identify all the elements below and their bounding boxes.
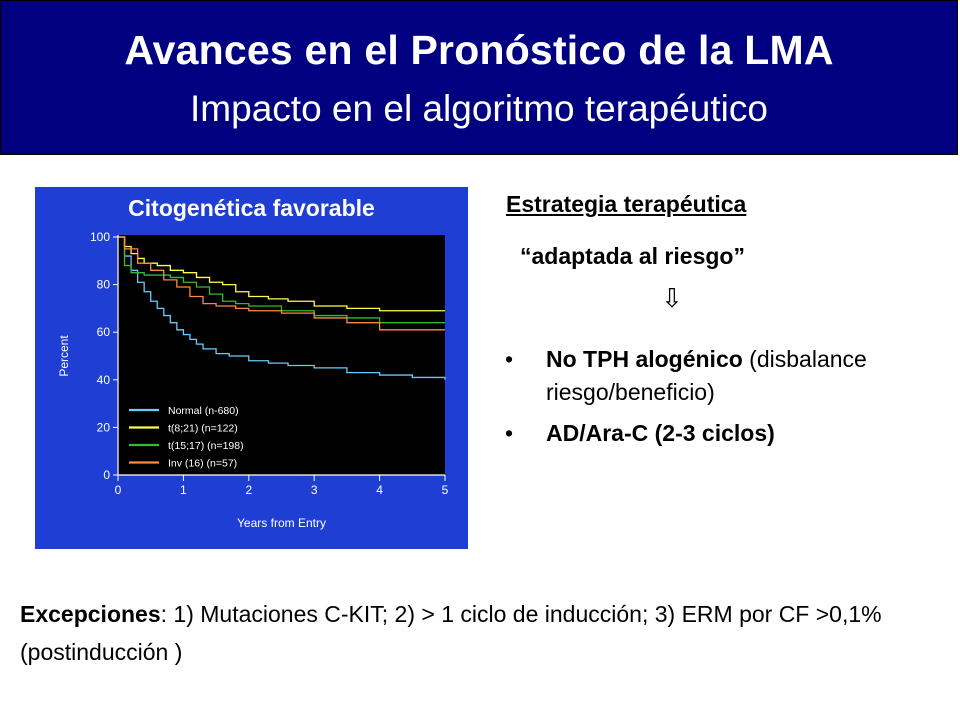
y-axis-label: Percent xyxy=(57,335,71,377)
down-arrow-icon: ⇩ xyxy=(661,284,683,314)
series-line-4 xyxy=(118,236,445,331)
chart-title: Citogenética favorable xyxy=(128,195,375,221)
x-axis-label: Years from Entry xyxy=(237,516,326,530)
series-line-1 xyxy=(118,236,446,380)
y-tick-label: 40 xyxy=(97,373,111,387)
bullet-bold-text: No TPH alogénico xyxy=(546,346,743,372)
chart-panel: Citogenética favorable 0 20 40 60 80 100 0 1 2 3 4… xyxy=(35,187,468,549)
bullet-text: (disbalance riesgo/beneficio) xyxy=(546,346,867,405)
x-tick-label: 3 xyxy=(311,483,318,497)
slide-header: Avances en el Pronóstico de la LMA Impac… xyxy=(0,0,958,155)
survival-chart: 0 20 40 60 80 100 0 1 2 3 4 5 Years from Entry Percen… xyxy=(57,230,449,530)
y-tick-label: 20 xyxy=(97,420,111,434)
x-tick-label: 0 xyxy=(115,483,122,497)
x-tick-label: 4 xyxy=(376,483,383,497)
legend-label: Inv (16) (n=57) xyxy=(168,458,237,470)
x-tick-label: 5 xyxy=(442,483,449,497)
bullet-dot-icon: • xyxy=(505,420,514,446)
y-tick-label: 80 xyxy=(97,278,111,292)
strategy-heading: Estrategia terapéutica xyxy=(506,191,747,217)
exceptions-note: Excepciones: 1) Mutaciones C-KIT; 2) > 1… xyxy=(20,595,945,671)
exceptions-text: : 1) Mutaciones C-KIT; 2) > 1 ciclo de i… xyxy=(20,601,882,665)
y-tick-label: 60 xyxy=(97,325,111,339)
legend-label: t(8;21) (n=122) xyxy=(168,423,238,435)
y-tick-label: 0 xyxy=(103,468,110,482)
legend-label: Normal (n-680) xyxy=(168,405,239,417)
bullet-item: • No TPH alogénico (disbalance riesgo/be… xyxy=(505,343,925,409)
strategy-subheading: “adaptada al riesgo” xyxy=(520,243,745,269)
slide-subtitle: Impacto en el algoritmo terapéutico xyxy=(190,88,768,129)
legend-label: t(15;17) (n=198) xyxy=(168,440,244,452)
bullet-bold-text: AD/Ara-C (2-3 ciclos) xyxy=(546,420,775,446)
y-tick-label: 100 xyxy=(90,230,110,244)
bullet-dot-icon: • xyxy=(505,346,514,372)
slide-title: Avances en el Pronóstico de la LMA xyxy=(124,27,834,73)
x-tick-label: 2 xyxy=(245,483,252,497)
exceptions-label: Excepciones xyxy=(20,601,161,627)
x-tick-label: 1 xyxy=(180,483,187,497)
strategy-bullet-list: • No TPH alogénico (disbalance riesgo/be… xyxy=(505,343,925,458)
plot-background xyxy=(118,235,445,475)
bullet-item: • AD/Ara-C (2-3 ciclos) xyxy=(505,417,925,450)
